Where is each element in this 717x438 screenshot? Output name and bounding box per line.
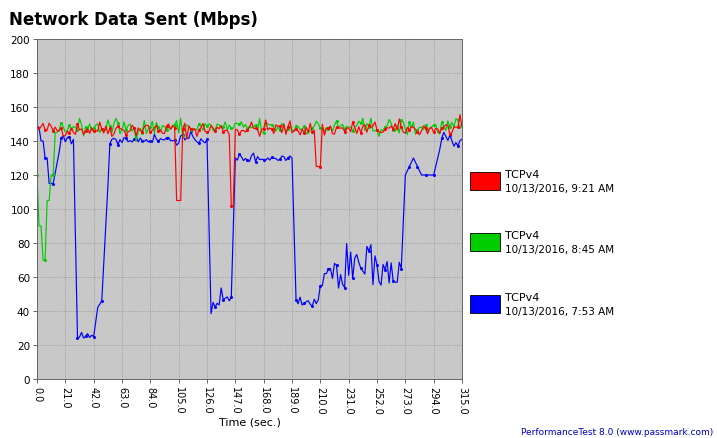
Text: 10/13/2016, 7:53 AM: 10/13/2016, 7:53 AM [505,307,614,317]
Text: TCPv4: TCPv4 [505,170,539,180]
Text: PerformanceTest 8.0 (www.passmark.com): PerformanceTest 8.0 (www.passmark.com) [521,427,713,436]
Text: TCPv4: TCPv4 [505,292,539,302]
X-axis label: Time (sec.): Time (sec.) [219,417,280,427]
Text: 10/13/2016, 9:21 AM: 10/13/2016, 9:21 AM [505,184,614,194]
Text: TCPv4: TCPv4 [505,230,539,240]
Text: 10/13/2016, 8:45 AM: 10/13/2016, 8:45 AM [505,245,614,254]
Text: Network Data Sent (Mbps): Network Data Sent (Mbps) [9,11,258,29]
